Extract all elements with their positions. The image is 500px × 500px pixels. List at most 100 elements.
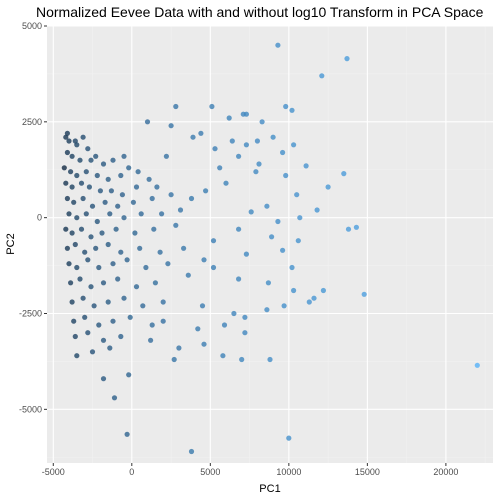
data-point [132, 230, 138, 236]
data-point [185, 272, 191, 278]
data-point [138, 211, 144, 217]
data-point [345, 226, 352, 232]
data-point [80, 134, 86, 140]
data-point [173, 222, 179, 228]
x-axis: -5000 0 5000 10000 15000 20000 [42, 463, 458, 477]
data-point [77, 276, 83, 282]
data-point [259, 119, 265, 125]
data-point [201, 257, 207, 263]
data-point [96, 264, 102, 271]
data-point [80, 195, 86, 202]
data-point [66, 261, 72, 267]
data-point [85, 330, 91, 336]
data-point [74, 264, 80, 271]
data-point [119, 192, 125, 198]
data-point [86, 184, 92, 190]
data-point [105, 176, 111, 182]
data-point [133, 184, 140, 190]
data-point [107, 211, 113, 217]
data-point [165, 261, 171, 267]
data-point [63, 180, 69, 186]
data-point [203, 188, 209, 194]
data-point [71, 199, 77, 205]
data-point [168, 123, 174, 129]
data-point [108, 188, 114, 194]
data-point [243, 142, 249, 148]
data-point [121, 153, 127, 159]
data-point [157, 249, 163, 255]
data-point [159, 211, 165, 217]
data-point [126, 165, 132, 171]
data-point [118, 172, 124, 179]
y-tick-label: 0 [37, 213, 42, 223]
data-point [254, 138, 260, 144]
data-point [231, 310, 237, 317]
data-point [149, 195, 155, 202]
data-point [89, 349, 96, 355]
data-point [96, 322, 102, 328]
data-point [291, 287, 297, 294]
data-point [291, 142, 297, 148]
data-point [88, 284, 94, 290]
data-point [270, 134, 276, 140]
data-point [121, 295, 127, 301]
data-point [80, 295, 86, 301]
data-point [306, 299, 312, 305]
data-point [69, 153, 75, 159]
data-point [99, 230, 105, 236]
data-point [64, 195, 70, 202]
y-tick-label: 2500 [22, 117, 42, 127]
data-point [297, 215, 303, 221]
data-point [74, 215, 80, 221]
data-point [105, 241, 111, 248]
data-point [319, 73, 325, 79]
data-point [82, 314, 88, 320]
data-point [124, 431, 130, 437]
data-point [198, 130, 204, 136]
data-point [85, 146, 91, 152]
data-point [283, 172, 289, 179]
data-point [133, 284, 140, 290]
data-point [236, 226, 242, 232]
data-point [341, 171, 347, 177]
data-point [275, 218, 281, 225]
data-point [140, 303, 146, 309]
x-tick-label: 5000 [200, 467, 220, 477]
data-point [311, 295, 317, 301]
data-point [94, 172, 100, 179]
data-point [264, 307, 270, 313]
data-point [289, 107, 295, 113]
data-point [66, 211, 72, 217]
data-point [118, 333, 124, 340]
data-point [148, 337, 154, 343]
data-point [69, 299, 75, 305]
data-point [281, 303, 287, 309]
data-point [217, 165, 223, 171]
data-point [199, 303, 206, 309]
data-point [74, 353, 80, 359]
data-point [188, 195, 195, 202]
y-tick-label: -2500 [19, 309, 42, 319]
data-point [280, 149, 286, 156]
data-point [325, 184, 331, 190]
data-point [118, 249, 124, 255]
data-point [283, 103, 289, 110]
data-point [253, 169, 259, 175]
x-tick-label: 15000 [355, 467, 380, 477]
x-tick-label: 0 [129, 467, 134, 477]
data-point [71, 318, 77, 324]
chart-title: Normalized Eevee Data with and without l… [36, 4, 484, 20]
data-point [226, 115, 232, 121]
data-point [135, 169, 141, 175]
data-point [93, 153, 99, 159]
data-point [110, 261, 116, 267]
data-point [267, 356, 273, 363]
y-axis-title: PC2 [5, 233, 17, 254]
data-point [269, 234, 275, 240]
data-point [100, 280, 107, 286]
data-point [160, 318, 166, 324]
data-points [61, 42, 480, 455]
data-point [242, 330, 248, 336]
data-point [248, 209, 254, 215]
